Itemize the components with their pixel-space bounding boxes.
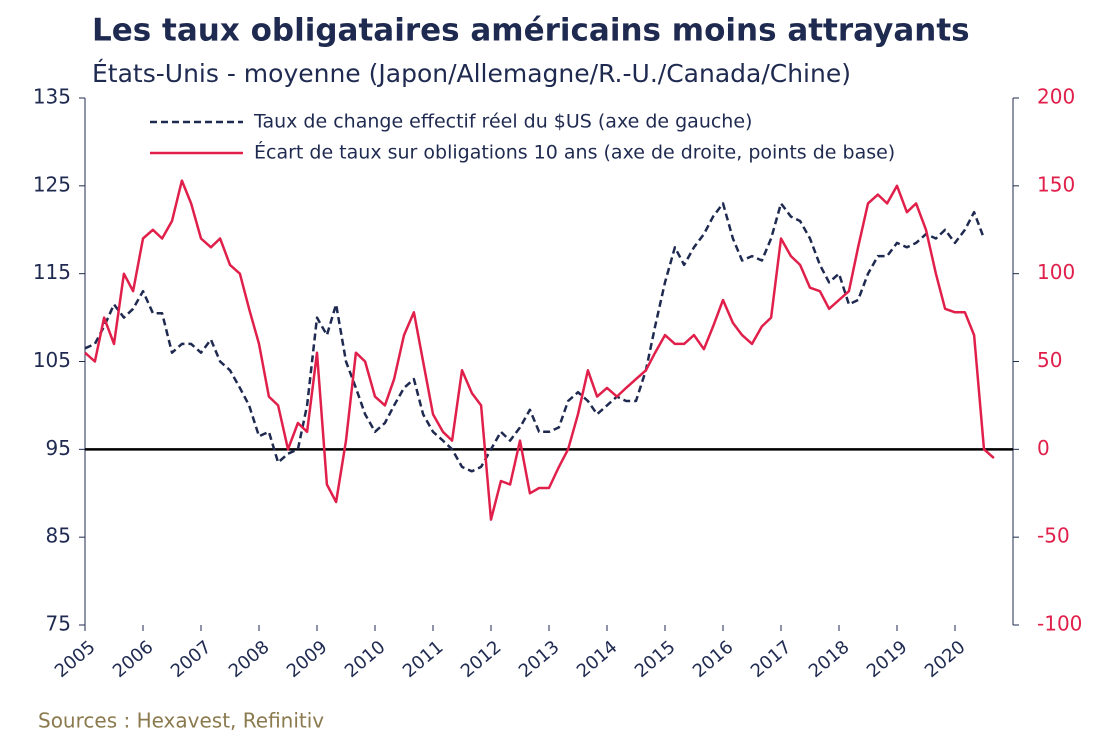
y-tick-label: 95 bbox=[46, 436, 71, 460]
y-tick-label: 125 bbox=[33, 172, 71, 196]
y-tick-label: 135 bbox=[33, 85, 71, 109]
y-tick-label: 105 bbox=[33, 348, 71, 372]
x-tick-label: 2016 bbox=[689, 637, 738, 683]
y-tick-label: 75 bbox=[46, 612, 71, 636]
y2-tick-label: 150 bbox=[1037, 172, 1075, 196]
series-line bbox=[84, 179, 995, 521]
chart-title: Les taux obligataires américains moins a… bbox=[92, 13, 970, 49]
y2-tick-label: 100 bbox=[1037, 260, 1075, 284]
x-tick-label: 2014 bbox=[573, 637, 622, 683]
y-tick-label: 85 bbox=[46, 524, 71, 548]
x-tick-label: 2018 bbox=[805, 637, 854, 683]
x-tick-label: 2015 bbox=[631, 637, 680, 683]
series-line bbox=[84, 202, 986, 473]
x-tick-label: 2019 bbox=[863, 637, 912, 683]
x-tick-label: 2009 bbox=[283, 637, 332, 683]
y2-tick-label: -50 bbox=[1037, 524, 1070, 548]
x-tick-label: 2020 bbox=[921, 637, 970, 683]
y2-tick-label: -100 bbox=[1037, 612, 1082, 636]
legend-label: Taux de change effectif réel du $US (axe… bbox=[253, 111, 752, 133]
y2-tick-label: 200 bbox=[1037, 85, 1075, 109]
x-tick-label: 2013 bbox=[515, 637, 564, 683]
x-tick-label: 2010 bbox=[341, 637, 390, 683]
legend-label: Écart de taux sur obligations 10 ans (ax… bbox=[254, 141, 895, 164]
x-tick-label: 2006 bbox=[109, 637, 158, 683]
y2-tick-label: 0 bbox=[1037, 436, 1050, 460]
x-tick-label: 2007 bbox=[167, 637, 216, 683]
x-tick-label: 2011 bbox=[399, 637, 448, 683]
x-tick-label: 2012 bbox=[457, 637, 506, 683]
y2-tick-label: 50 bbox=[1037, 348, 1062, 372]
y-tick-label: 115 bbox=[33, 260, 71, 284]
x-tick-label: 2008 bbox=[225, 637, 274, 683]
x-tick-label: 2017 bbox=[747, 637, 796, 683]
chart-subtitle: États-Unis - moyenne (Japon/Allemagne/R.… bbox=[92, 59, 851, 88]
x-tick-label: 2005 bbox=[51, 637, 100, 683]
source: Sources : Hexavest, Refinitiv bbox=[38, 709, 324, 733]
